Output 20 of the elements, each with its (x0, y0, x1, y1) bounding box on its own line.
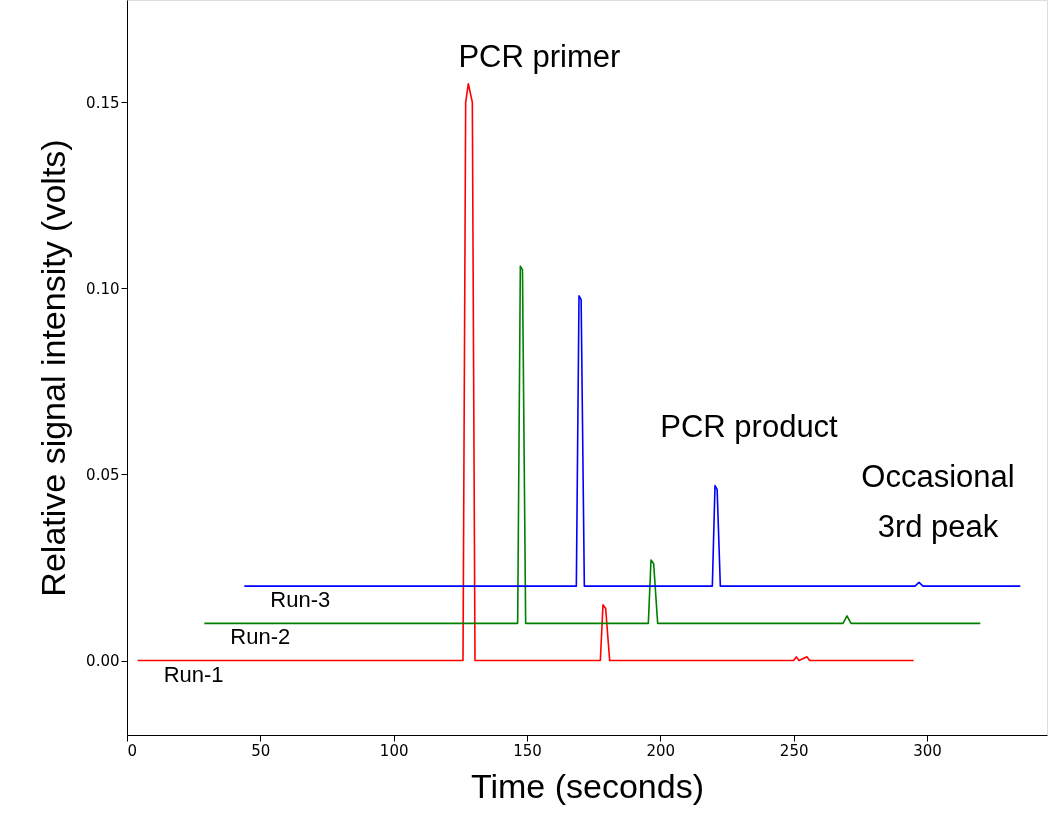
series-label: Run-3 (270, 587, 331, 613)
x-tick-label: 300 (913, 741, 942, 760)
x-tick-label: 200 (646, 741, 676, 760)
x-tick-label: 150 (513, 741, 542, 760)
x-tick-label: 100 (379, 741, 409, 760)
y-tick-label: 0.10 (86, 279, 120, 298)
annotation: PCR product (660, 408, 839, 444)
x-tick-label: 0 (127, 741, 138, 760)
annotation: Occasional 3rd peak (861, 459, 1015, 545)
y-tick-label: 0.05 (86, 465, 120, 484)
y-tick-label: 0.00 (86, 652, 120, 671)
series-label: Run-1 (163, 661, 224, 687)
x-tick-label: 50 (251, 741, 271, 760)
y-axis-title: Relative signal intensity (volts) (34, 139, 73, 597)
annotation: PCR primer (458, 38, 621, 74)
line-series (243, 295, 1022, 587)
x-axis-title: Time (seconds) (470, 766, 705, 805)
y-tick-label: 0.15 (86, 93, 120, 112)
series-label: Run-2 (230, 624, 291, 650)
x-tick-label: 250 (779, 741, 809, 760)
